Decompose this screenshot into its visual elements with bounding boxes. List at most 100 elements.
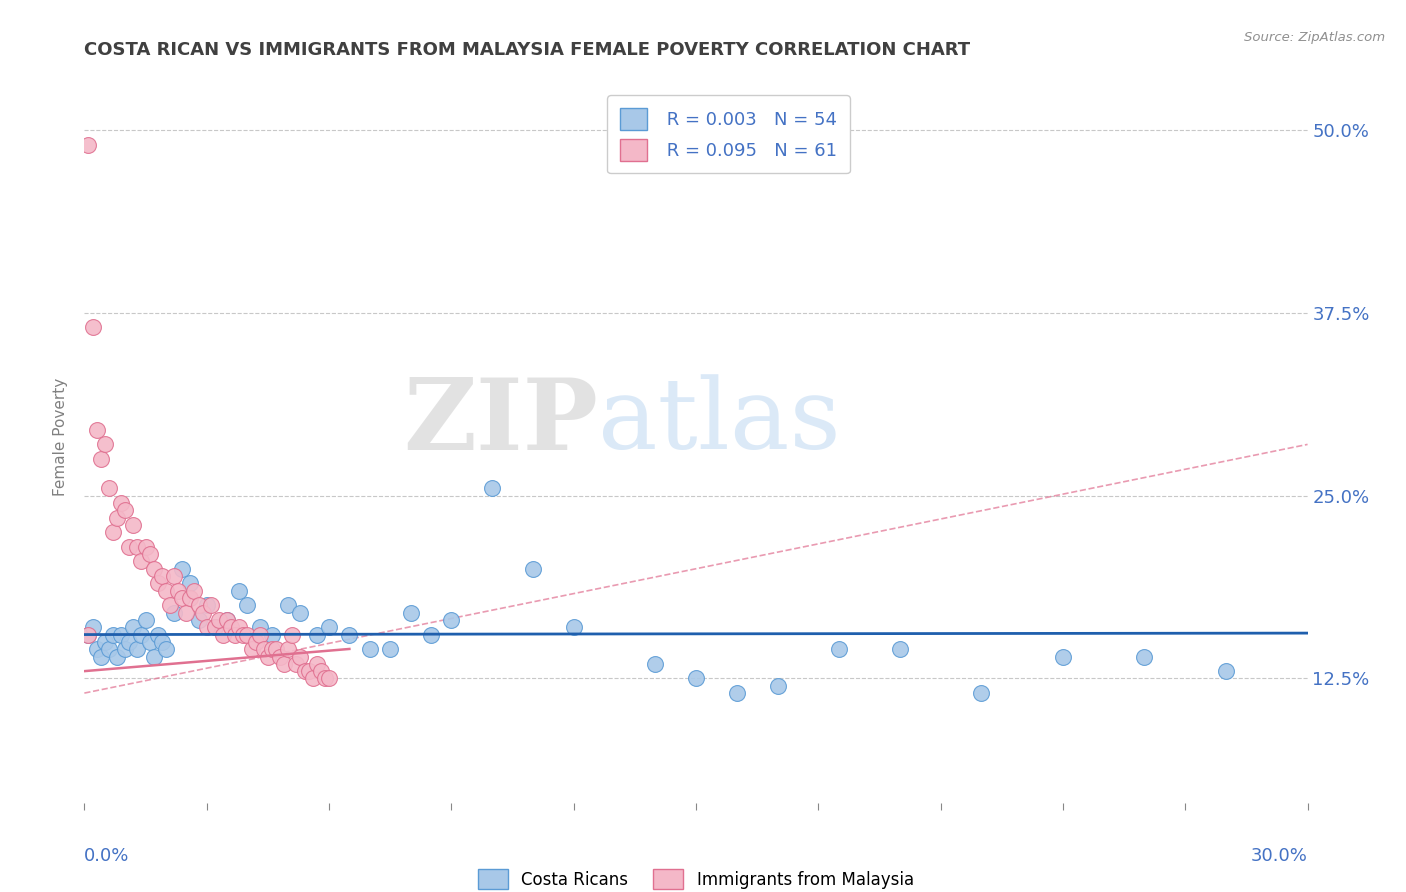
Point [101, 525, 124, 540]
Point [118, 540, 141, 554]
Point [440, 613, 463, 627]
Point [142, 649, 165, 664]
Point [228, 583, 250, 598]
Point [481, 481, 503, 495]
Point [114, 642, 136, 657]
Point [285, 657, 308, 671]
Point [224, 627, 246, 641]
Point [93, 635, 115, 649]
Point [281, 627, 304, 641]
Text: Source: ZipAtlas.com: Source: ZipAtlas.com [1244, 31, 1385, 45]
Point [208, 613, 231, 627]
Point [187, 613, 209, 627]
Point [236, 599, 259, 613]
Point [240, 642, 263, 657]
Point [970, 686, 993, 700]
Point [1052, 649, 1074, 664]
Point [131, 627, 153, 641]
Point [380, 642, 402, 657]
Point [219, 620, 242, 634]
Point [294, 664, 316, 678]
Text: 30.0%: 30.0% [1251, 847, 1308, 864]
Point [644, 657, 666, 671]
Point [86, 642, 108, 657]
Point [277, 642, 299, 657]
Point [889, 642, 911, 657]
Point [249, 627, 271, 641]
Point [93, 437, 115, 451]
Point [105, 510, 128, 524]
Point [142, 562, 165, 576]
Point [232, 627, 254, 641]
Point [135, 613, 157, 627]
Point [138, 547, 160, 561]
Point [522, 562, 544, 576]
Point [122, 517, 145, 532]
Point [150, 569, 173, 583]
Point [90, 649, 112, 664]
Point [195, 620, 218, 634]
Point [309, 664, 332, 678]
Point [138, 635, 160, 649]
Point [97, 481, 120, 495]
Point [339, 627, 361, 641]
Point [146, 576, 169, 591]
Point [420, 627, 443, 641]
Text: 0.0%: 0.0% [84, 847, 129, 864]
Point [204, 620, 226, 634]
Point [183, 583, 205, 598]
Point [174, 606, 197, 620]
Point [150, 635, 173, 649]
Point [127, 540, 149, 554]
Point [359, 642, 381, 657]
Point [828, 642, 851, 657]
Point [179, 591, 201, 605]
Point [86, 423, 108, 437]
Point [318, 672, 340, 686]
Point [273, 657, 295, 671]
Point [155, 583, 177, 598]
Point [105, 649, 128, 664]
Point [204, 620, 226, 634]
Point [127, 642, 149, 657]
Point [122, 620, 145, 634]
Point [305, 627, 328, 641]
Point [1215, 664, 1237, 678]
Legend: Costa Ricans, Immigrants from Malaysia: Costa Ricans, Immigrants from Malaysia [471, 863, 921, 892]
Point [172, 591, 194, 605]
Point [118, 635, 141, 649]
Point [167, 583, 190, 598]
Point [249, 620, 271, 634]
Point [399, 606, 422, 620]
Point [301, 672, 323, 686]
Point [114, 503, 136, 517]
Point [725, 686, 748, 700]
Point [269, 649, 291, 664]
Point [245, 635, 267, 649]
Point [290, 649, 312, 664]
Point [146, 627, 169, 641]
Text: COSTA RICAN VS IMMIGRANTS FROM MALAYSIA FEMALE POVERTY CORRELATION CHART: COSTA RICAN VS IMMIGRANTS FROM MALAYSIA … [84, 41, 970, 59]
Point [1133, 649, 1156, 664]
Text: atlas: atlas [598, 375, 841, 470]
Text: ZIP: ZIP [404, 374, 598, 471]
Point [228, 620, 250, 634]
Point [155, 642, 177, 657]
Point [260, 627, 283, 641]
Point [318, 620, 340, 634]
Point [131, 554, 153, 568]
Point [217, 613, 239, 627]
Point [82, 320, 104, 334]
Point [110, 496, 132, 510]
Point [257, 649, 280, 664]
Point [97, 642, 120, 657]
Point [159, 599, 181, 613]
Point [77, 627, 100, 641]
Point [90, 452, 112, 467]
Point [264, 642, 287, 657]
Point [77, 137, 100, 152]
Point [163, 569, 186, 583]
Point [766, 679, 789, 693]
Point [212, 627, 235, 641]
Point [685, 672, 707, 686]
